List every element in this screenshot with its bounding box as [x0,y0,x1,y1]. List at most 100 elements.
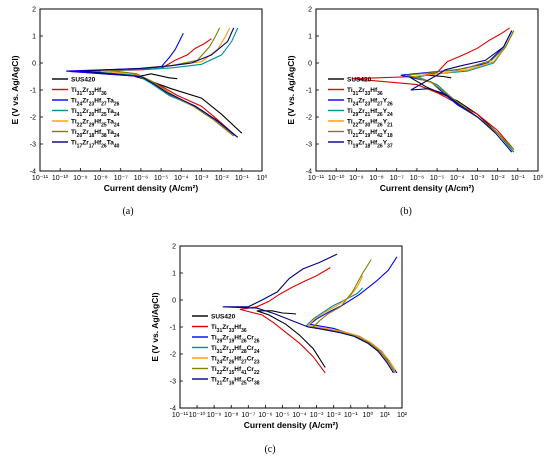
y-tick-label: 0 [172,298,176,305]
y-tick-label: -2 [170,352,176,359]
y-tick-label: -4 [306,169,312,176]
x-tick-label: 10⁻¹⁰ [52,174,69,182]
x-tick-label: 10⁻⁹ [349,175,363,182]
legend-entry: SUS420 [71,76,96,83]
chart-panel-a: 10⁻¹¹ 10⁻¹⁰ 10⁻⁹ 10⁻⁸ 10⁻⁷ 10⁻⁶ 10⁻⁵ 10⁻⁴ 10⁻³ 10… [10,7,267,218]
y-tick-label: -1 [30,88,36,95]
x-axis-label: Current density (A/cm²) [244,420,339,430]
x-tick-label: 10⁻¹¹ [172,412,189,419]
x-tick-label: 10⁻¹⁰ [328,174,345,182]
x-tick-label: 10⁻⁶ [410,175,424,182]
x-tick-label: 10⁻³ [471,175,485,182]
legend-entry: Ti24Zr23Hf27Y26 [347,97,393,107]
series-line [256,310,326,368]
series-line [410,30,513,153]
panel-caption: (b) [400,206,412,217]
x-tick-label: 10⁻² [491,175,505,182]
x-tick-label: 10⁻⁵ [154,175,168,182]
panel-caption: (a) [122,206,133,217]
legend-entry: Ti31Zr33Hf36 [211,324,247,334]
series-line [134,73,243,134]
legend-entry: Ti19Zr18Hf26Y37 [347,139,393,149]
x-tick-label: 10⁻⁶ [258,412,272,419]
legend-entry: Ti31Zr17Hf28Cr24 [211,345,260,355]
x-tick-label: 10⁻¹ [235,175,249,182]
series-line [222,253,394,374]
x-tick-label: 10⁻⁴ [450,175,465,182]
x-tick-label: 10⁻⁴ [292,412,307,419]
panel-caption: (c) [264,444,275,455]
legend-entry: Ti22Zr29Hf25Ta24 [71,118,120,128]
x-tick-label: 10⁻⁷ [241,412,255,419]
legend-entry: Ti21Zr16Hf25Cr38 [211,376,260,386]
x-tick-label: 10⁻⁸ [369,175,383,182]
x-tick-label: 10⁰ [533,174,544,182]
legend-entry: Ti31Zr33Hf36 [347,87,383,97]
x-axis-label: Current density (A/cm²) [104,183,199,193]
y-tick-label: 1 [172,271,176,278]
y-tick-label: 2 [32,7,36,14]
y-tick-label: -2 [30,115,36,122]
y-tick-label: -4 [170,406,176,413]
y-tick-label: -1 [170,325,176,332]
y-tick-label: -3 [306,142,312,149]
series-line [80,27,239,138]
legend-entry: Ti24Zr26Hf27Cr23 [211,355,260,365]
legend-entry: Ti17Zr17Hf26Ta40 [71,139,120,149]
y-axis-label: E (V vs. Ag/AgCl) [10,55,20,124]
x-tick-label: 10² [397,412,408,419]
x-tick-label: 10⁻² [327,412,341,419]
y-axis-label: E (V vs. Ag/AgCl) [286,55,296,124]
y-tick-label: 1 [308,34,312,41]
x-axis-label: Current density (A/cm²) [380,183,475,193]
y-tick-label: -1 [306,88,312,95]
x-tick-label: 10⁻⁹ [73,175,87,182]
y-tick-label: 2 [308,7,312,14]
x-tick-label: 10⁻¹ [344,412,358,419]
series-line [312,259,396,374]
x-tick-label: 10⁻³ [310,412,324,419]
x-tick-label: 10⁻¹ [511,175,525,182]
series-line [409,74,515,150]
x-tick-label: 10¹ [380,412,391,419]
y-tick-label: -2 [306,115,312,122]
legend-entry: Ti22Zr30Hf26Y21 [347,118,393,128]
y-axis-label: E (V vs. Ag/AgCl) [150,292,160,361]
legend-entry: SUS420 [347,76,372,83]
legend-entry: Ti29Zr19Hf26Cr26 [211,334,260,344]
series-line [414,30,515,153]
chart-panel-c: 10⁻¹¹ 10⁻¹⁰ 10⁻⁹ 10⁻⁸ 10⁻⁷ 10⁻⁶ 10⁻⁵ 10⁻⁴ 10⁻³ 10… [150,244,408,456]
series-line [66,33,237,137]
x-tick-label: 10⁻⁸ [93,175,107,182]
legend-entry: Ti29Zr21Hf26Y24 [347,108,393,118]
legend-entry: SUS420 [211,313,236,320]
series-line [110,27,235,137]
legend-entry: Ti24Zr23Hf27Ta26 [71,97,120,107]
x-tick-label: 10⁻⁷ [114,175,128,182]
legend-entry: Ti21Zr19Hf42Y18 [347,129,393,139]
y-tick-label: 1 [32,34,36,41]
legend-entry: Ti20Zr18Hf38Ta24 [71,129,120,139]
x-tick-label: 10⁰ [363,411,374,419]
x-tick-label: 10⁻⁹ [207,412,221,419]
legend-entry: Ti31Zr33Hf36 [71,87,107,97]
chart-panel-b: 10⁻¹¹ 10⁻¹⁰ 10⁻⁹ 10⁻⁸ 10⁻⁷ 10⁻⁶ 10⁻⁵ 10⁻⁴ 10⁻³ 10… [286,7,543,218]
y-tick-label: 2 [172,244,176,251]
y-tick-label: -4 [30,169,36,176]
x-tick-label: 10⁻⁸ [224,412,238,419]
x-tick-label: 10⁻² [215,175,229,182]
x-tick-label: 10⁻³ [195,175,209,182]
x-tick-label: 10⁻⁷ [390,175,404,182]
y-tick-label: -3 [30,142,36,149]
y-tick-label: 0 [32,61,36,68]
x-tick-label: 10⁻⁵ [430,175,444,182]
legend-entry: Ti31Zr20Hf25Ta24 [71,108,120,118]
legend-entry: Ti22Zr15Hf41Cr22 [211,366,260,376]
x-tick-label: 10⁻⁵ [275,412,289,419]
x-tick-label: 10⁻⁴ [174,175,189,182]
x-tick-label: 10⁰ [257,174,268,182]
y-tick-label: 0 [308,61,312,68]
x-tick-label: 10⁻⁶ [134,175,148,182]
y-tick-label: -3 [170,379,176,386]
